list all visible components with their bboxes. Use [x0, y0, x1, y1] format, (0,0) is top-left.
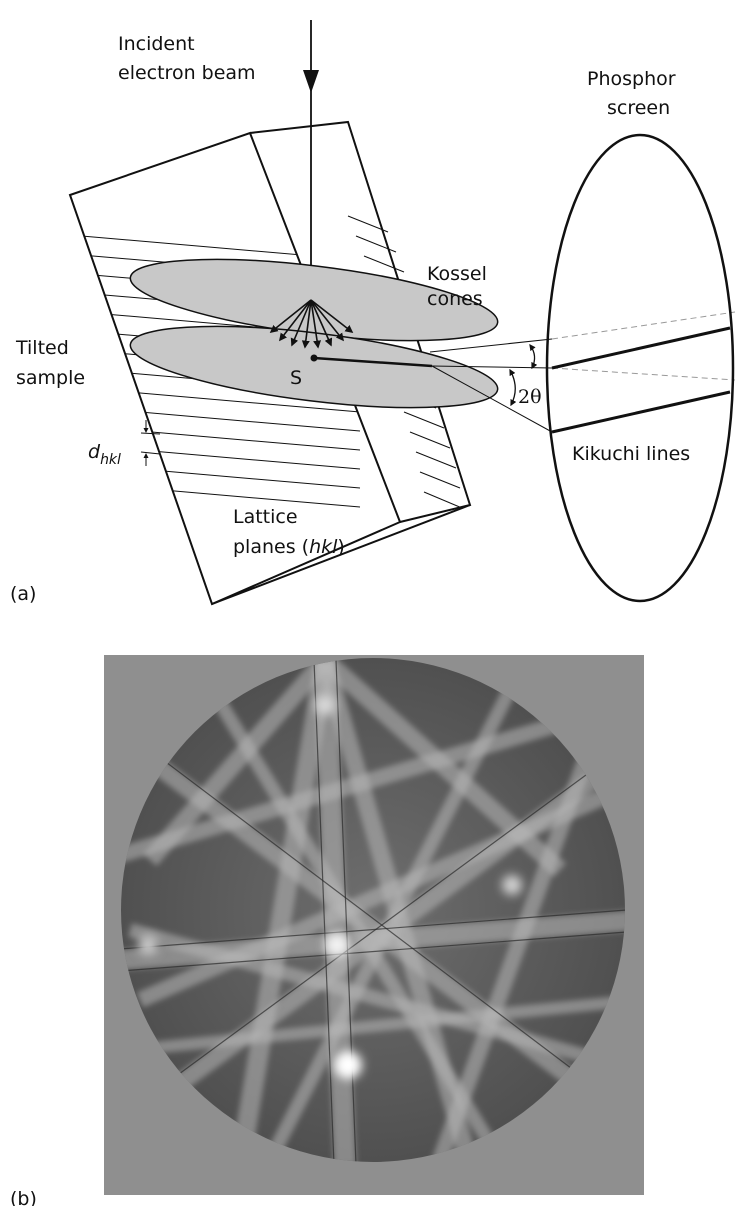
kikuchi-lines — [551, 326, 731, 434]
scatter-arrows — [269, 299, 354, 349]
lattice-label-line1: Lattice — [233, 506, 298, 528]
incident-label-line1: Incident — [118, 33, 195, 55]
panel-a-label: (a) — [10, 583, 36, 605]
d-hkl-label: dhkl — [88, 441, 121, 468]
projection-dashes — [551, 311, 736, 381]
two-theta-arcs — [509, 343, 538, 407]
phosphor-screen — [545, 133, 735, 603]
zone-axis-spots — [138, 695, 522, 1079]
panel-b-label: (b) — [10, 1188, 37, 1206]
incident-label-line2: electron beam — [118, 62, 256, 84]
lattice-label-line2: planes (hkl) — [233, 536, 345, 558]
d-hkl-indicator — [140, 420, 161, 466]
source-point-label: S — [290, 367, 302, 389]
kossel-label-line1: Kossel — [427, 263, 487, 285]
kikuchi-label: Kikuchi lines — [572, 443, 690, 465]
tilted-label-line1: Tilted — [15, 337, 69, 359]
two-theta-label: 2θ — [518, 386, 542, 408]
panel-b-kikuchi-pattern: (b) — [10, 655, 644, 1206]
panel-a-diagram: Incident electron beam Phosphor screen K… — [10, 20, 736, 606]
tilted-label-line2: sample — [16, 367, 85, 389]
phosphor-label-line1: Phosphor — [587, 68, 676, 90]
phosphor-label-line2: screen — [607, 97, 670, 119]
kossel-label-line2: cones — [427, 288, 483, 310]
incident-beam — [303, 20, 319, 300]
kossel-cones — [129, 258, 499, 409]
